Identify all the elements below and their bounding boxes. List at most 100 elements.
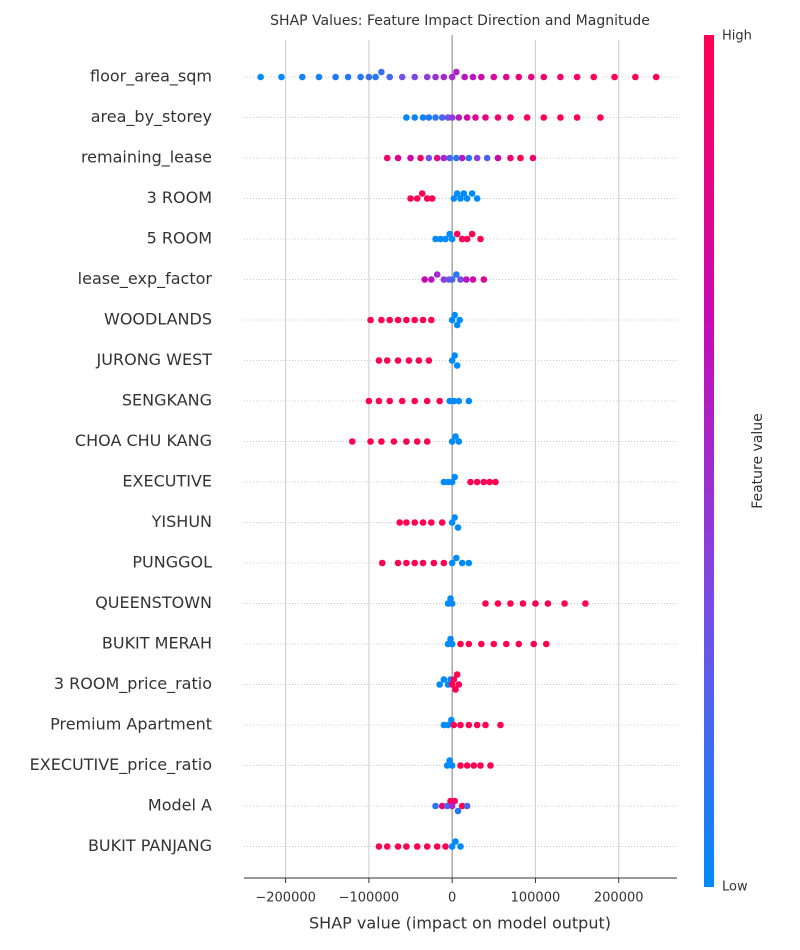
- dot: [455, 114, 463, 121]
- dot: [428, 276, 435, 283]
- dot: [425, 154, 433, 162]
- dot: [452, 838, 459, 845]
- dot: [469, 73, 477, 81]
- dot: [398, 73, 406, 81]
- dot: [453, 271, 460, 278]
- dot: [436, 681, 443, 688]
- dot: [530, 640, 538, 648]
- dot: [540, 114, 548, 121]
- grid: [244, 40, 677, 878]
- dot: [465, 721, 473, 729]
- dot: [448, 843, 456, 850]
- dot: [407, 195, 414, 202]
- dot: [453, 321, 461, 329]
- dot: [453, 554, 460, 562]
- dot: [451, 473, 458, 481]
- dot: [507, 600, 514, 607]
- dot: [460, 190, 468, 197]
- dot: [448, 681, 456, 688]
- dot: [490, 73, 498, 81]
- dot: [465, 154, 473, 162]
- y-tick-label: QUEENSTOWN: [95, 593, 212, 612]
- dot: [411, 114, 419, 121]
- dot: [582, 600, 589, 607]
- dot: [421, 276, 428, 283]
- dot: [461, 73, 468, 81]
- dot: [375, 397, 383, 405]
- dot: [457, 721, 464, 729]
- y-tick-label: EXECUTIVE_price_ratio: [30, 755, 212, 775]
- dot: [344, 73, 352, 81]
- dot: [430, 559, 438, 567]
- dot: [403, 843, 410, 850]
- dot: [463, 762, 471, 769]
- colorbar: [704, 35, 714, 887]
- dot: [469, 276, 477, 283]
- dot: [463, 114, 471, 121]
- dot: [632, 73, 639, 81]
- dot: [451, 311, 458, 319]
- dot: [433, 154, 441, 162]
- y-tick-label: EXECUTIVE: [122, 472, 212, 491]
- dot: [448, 316, 456, 324]
- dot: [448, 600, 456, 607]
- dot: [428, 519, 435, 526]
- dot: [375, 357, 383, 364]
- dot: [413, 195, 421, 202]
- dot: [257, 73, 264, 81]
- dot: [405, 357, 413, 364]
- dot: [433, 271, 441, 278]
- dot: [433, 843, 441, 850]
- dot: [440, 276, 448, 283]
- dot: [442, 843, 449, 850]
- dot: [494, 600, 502, 607]
- dot: [451, 514, 458, 521]
- dot: [417, 154, 424, 162]
- dot: [390, 438, 398, 445]
- y-tick-label: 5 ROOM: [147, 229, 212, 248]
- dot: [423, 73, 431, 81]
- dot: [444, 721, 452, 729]
- dot: [428, 195, 436, 202]
- dot: [419, 316, 427, 324]
- dot: [386, 316, 394, 324]
- dot: [465, 640, 473, 648]
- y-tick-label: YISHUN: [151, 512, 212, 531]
- y-tick-label: floor_area_sqm: [90, 67, 212, 87]
- dot: [486, 478, 493, 486]
- dot: [457, 640, 464, 648]
- dot: [448, 802, 456, 810]
- dot: [348, 438, 356, 445]
- dot: [419, 559, 427, 567]
- dot: [453, 68, 460, 76]
- dot: [453, 362, 461, 369]
- y-tick-label: CHOA CHU KANG: [75, 431, 212, 450]
- dot: [394, 154, 402, 162]
- dot: [423, 843, 431, 850]
- dot: [451, 797, 458, 805]
- dot: [472, 114, 479, 121]
- dot: [428, 316, 435, 324]
- dot: [403, 114, 410, 121]
- dot: [453, 230, 461, 238]
- dot: [470, 762, 478, 769]
- dot: [425, 114, 433, 121]
- y-tick-label: SENGKANG: [122, 391, 212, 410]
- dot: [455, 397, 463, 405]
- chart-title: SHAP Values: Feature Impact Direction an…: [270, 13, 650, 29]
- dot: [529, 154, 537, 162]
- dot: [315, 73, 323, 81]
- dot: [448, 478, 456, 486]
- dot: [483, 154, 491, 162]
- dot: [527, 73, 535, 81]
- dot: [451, 352, 458, 359]
- dot: [507, 114, 514, 121]
- dot: [454, 807, 462, 815]
- dot: [398, 397, 406, 405]
- x-tick-label: 200000: [594, 891, 644, 906]
- dot: [440, 676, 448, 683]
- dot: [443, 762, 451, 769]
- dot: [383, 357, 391, 364]
- y-tick-label: WOODLANDS: [104, 310, 212, 329]
